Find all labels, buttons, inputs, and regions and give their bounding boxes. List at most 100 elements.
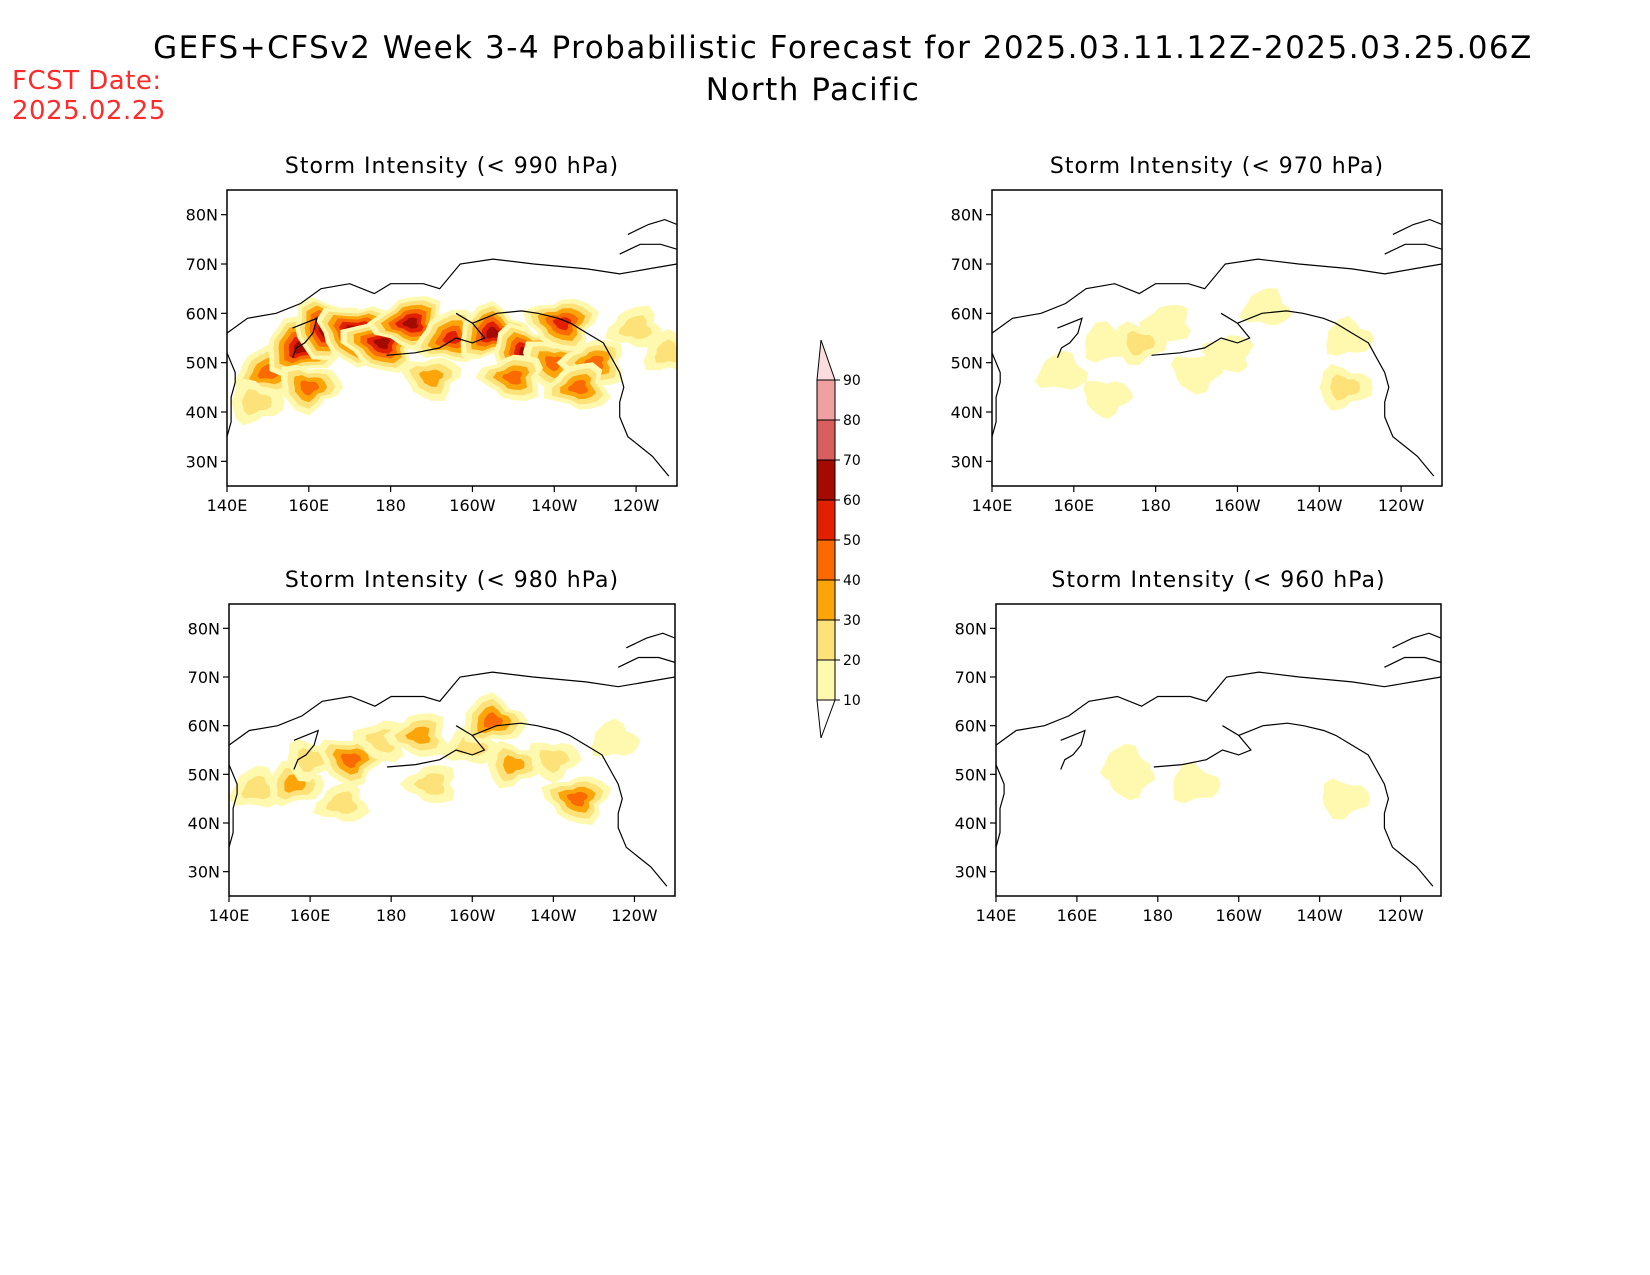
colorbar-swatch <box>816 499 836 541</box>
y-tick-label: 50N <box>186 354 218 373</box>
x-tick-label: 160E <box>290 906 331 925</box>
colorbar-swatch <box>816 419 836 461</box>
figure-title: GEFS+CFSv2 Week 3-4 Probabilistic Foreca… <box>153 30 1533 66</box>
probability-cell <box>1326 315 1375 356</box>
y-tick-label: 60N <box>951 304 983 323</box>
coastline-segment <box>996 764 1005 848</box>
y-tick-label: 70N <box>955 668 987 687</box>
y-tick-label: 50N <box>951 354 983 373</box>
probability-cell <box>1104 762 1156 801</box>
coastline-segment <box>1384 243 1442 255</box>
panel-3: Storm Intensity (< 980 hPa) 140E 160E 180 16… <box>188 568 676 925</box>
colorbar-swatch <box>816 659 836 701</box>
panel-title: Storm Intensity (< 990 hPa) <box>285 154 619 179</box>
plot-frame <box>226 189 678 487</box>
colorbar-label: 80 <box>843 413 861 429</box>
coastline-segment <box>387 725 486 768</box>
probability-cell <box>312 782 370 822</box>
x-tick-label: 180 <box>375 496 406 515</box>
x-tick-label: 140E <box>209 906 250 925</box>
probability-field <box>1099 743 1371 820</box>
colorbar-label: 70 <box>843 453 861 469</box>
coastline-segment <box>1153 725 1252 768</box>
x-tick-label: 120W <box>1377 906 1424 925</box>
y-tick-label: 60N <box>186 304 218 323</box>
probability-cell <box>1238 288 1292 326</box>
coastline-segment <box>626 632 675 649</box>
probability-cell <box>269 759 325 807</box>
y-tick-label: 30N <box>951 452 983 471</box>
panel-2: Storm Intensity (< 970 hPa) 140E 160E 180 16… <box>951 154 1443 515</box>
y-tick-label: 40N <box>951 403 983 422</box>
colorbar-label: 20 <box>843 653 861 669</box>
probability-cell <box>1138 304 1191 342</box>
x-tick-label: 180 <box>376 906 407 925</box>
x-tick-label: 160E <box>1053 496 1094 515</box>
x-tick-label: 140W <box>1296 906 1343 925</box>
y-tick-label: 40N <box>186 403 218 422</box>
coastline-segment <box>627 218 677 235</box>
y-tick-label: 70N <box>951 255 983 274</box>
coastline-segment <box>291 317 318 358</box>
probability-cell <box>1170 355 1224 395</box>
region-title: North Pacific <box>705 72 921 108</box>
coastline <box>992 218 1442 477</box>
x-tick-label: 180 <box>1140 496 1171 515</box>
y-tick-label: 80N <box>186 206 218 225</box>
probability-cell <box>604 305 665 348</box>
x-tick-label: 160W <box>1216 906 1263 925</box>
x-tick-label: 120W <box>613 496 660 515</box>
colorbar-label: 90 <box>843 373 861 389</box>
coastline-segment <box>992 352 1001 437</box>
coastline-segment <box>386 312 486 356</box>
y-tick-label: 70N <box>188 668 220 687</box>
y-tick-label: 80N <box>188 619 220 638</box>
x-tick-label: 160E <box>288 496 329 515</box>
coastline-segment <box>992 258 1442 334</box>
colorbar-under-arrow <box>816 699 836 739</box>
x-tick-label: 140E <box>207 496 248 515</box>
colorbar-swatch <box>816 619 836 661</box>
coastline-segment <box>227 352 236 437</box>
coastline-segment <box>1237 310 1435 477</box>
fcst-date-label: FCST Date: <box>12 66 162 96</box>
colorbar: 10 20 30 40 50 60 70 80 90 <box>816 339 861 739</box>
probability-cell <box>1322 778 1371 820</box>
x-tick-label: 140W <box>1296 496 1343 515</box>
probability-cell <box>231 378 285 426</box>
y-tick-label: 50N <box>955 765 987 784</box>
coastline-segment <box>229 764 238 848</box>
probability-field <box>1034 288 1375 420</box>
probability-cell <box>643 329 677 371</box>
coastline-segment <box>1384 656 1441 668</box>
x-tick-label: 180 <box>1143 906 1174 925</box>
x-tick-label: 120W <box>611 906 658 925</box>
colorbar-label: 50 <box>843 533 861 549</box>
y-tick-label: 30N <box>186 452 218 471</box>
probability-field <box>229 692 641 825</box>
probability-cell <box>399 765 455 803</box>
probability-cell <box>383 713 448 757</box>
y-tick-label: 60N <box>188 717 220 736</box>
colorbar-label: 30 <box>843 613 861 629</box>
panel-title: Storm Intensity (< 960 hPa) <box>1051 568 1385 593</box>
x-tick-label: 120W <box>1378 496 1425 515</box>
probability-cell <box>543 362 612 410</box>
colorbar-label: 40 <box>843 573 861 589</box>
y-tick-label: 50N <box>188 765 220 784</box>
x-tick-label: 140W <box>531 496 578 515</box>
probability-cell <box>463 692 528 744</box>
y-tick-label: 40N <box>955 814 987 833</box>
y-tick-label: 80N <box>955 619 987 638</box>
coastline-segment <box>1238 722 1434 887</box>
coastline-segment <box>996 671 1441 746</box>
panel-4: Storm Intensity (< 960 hPa) 140E 160E 180 16… <box>955 568 1442 925</box>
probability-cell <box>1202 335 1255 373</box>
coastline-segment <box>472 722 668 887</box>
probability-cell <box>475 354 543 401</box>
y-tick-label: 70N <box>186 255 218 274</box>
x-tick-label: 160W <box>449 496 496 515</box>
colorbar-swatch <box>816 459 836 501</box>
coastline-segment <box>619 243 677 255</box>
